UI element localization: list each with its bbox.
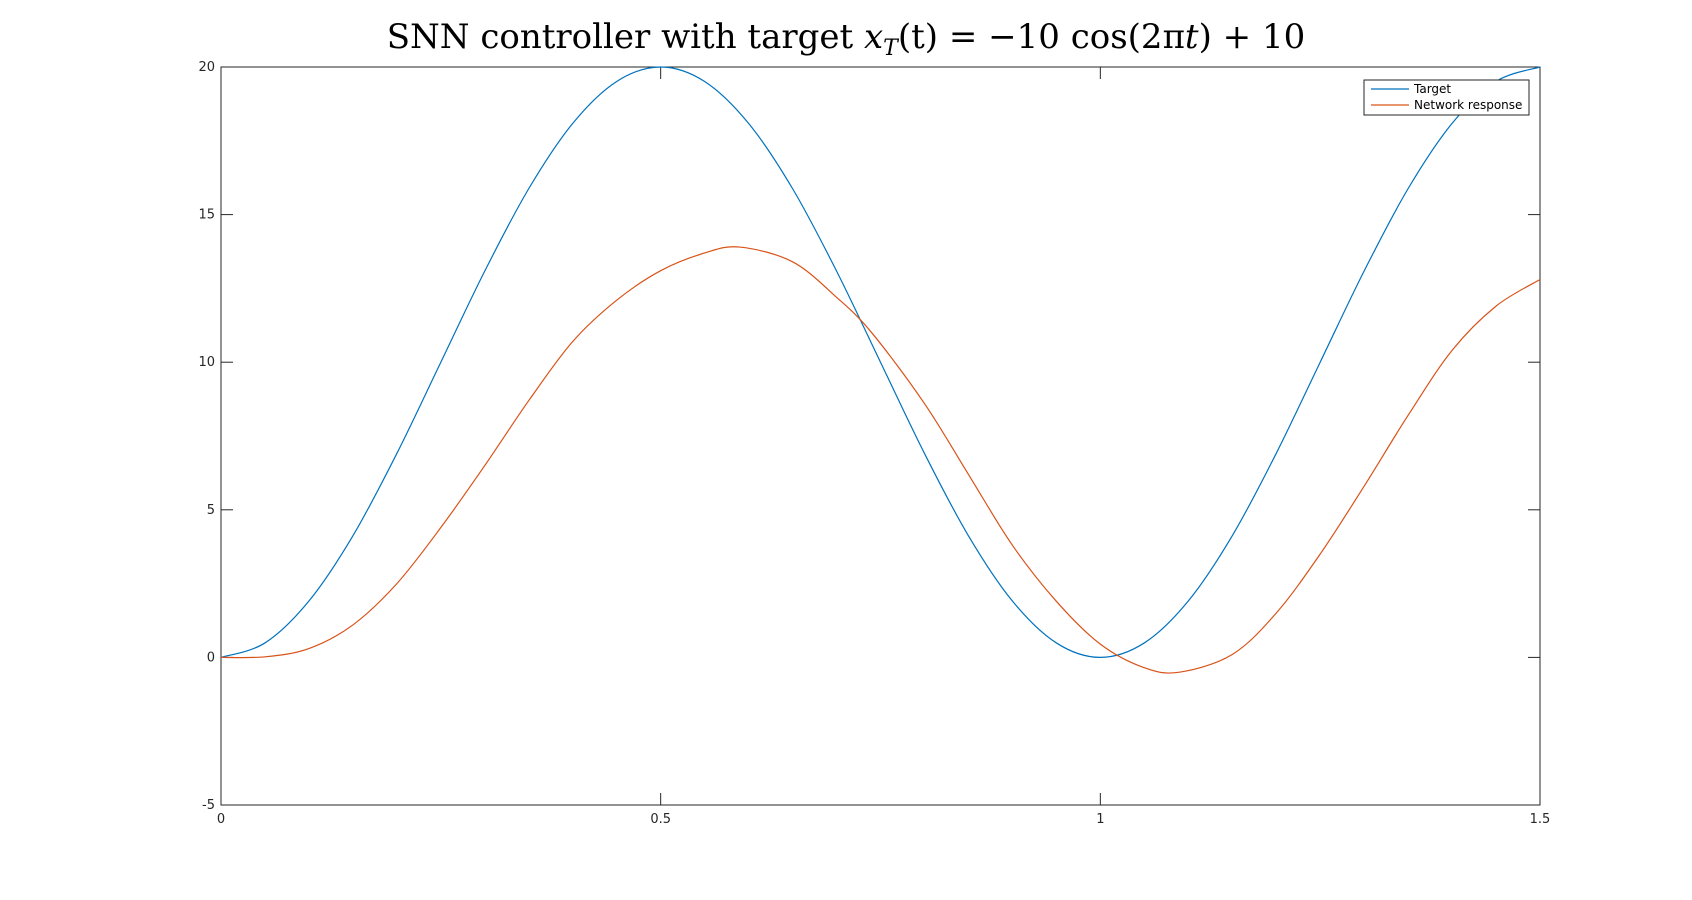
title-argument: (t) [898, 17, 938, 57]
y-tick-label: 20 [198, 60, 215, 75]
y-tick-label: 10 [198, 355, 215, 370]
y-tick-label: 5 [207, 503, 215, 518]
title-t: t [1185, 17, 1199, 57]
y-tick-label: 0 [207, 650, 215, 665]
legend-label-target: Target [1413, 82, 1451, 96]
y-tick-label: 15 [198, 208, 215, 223]
x-tick-label: 1 [1096, 812, 1104, 827]
series-layer [220, 66, 1541, 674]
title-prefix: SNN controller with target [387, 17, 864, 57]
legend-label-network-response: Network response [1414, 98, 1522, 112]
legend-box [1363, 79, 1530, 116]
plot-area [220, 66, 1541, 806]
title-subscript: T [883, 36, 900, 61]
title-equation: = −10 cos(2π [938, 17, 1185, 57]
legend: Target Network response [1363, 79, 1530, 116]
x-tick-label: 1.5 [1530, 812, 1551, 827]
x-tick-label: 0 [217, 812, 225, 827]
title-variable: x [864, 17, 883, 57]
x-tick-label: 0.5 [650, 812, 671, 827]
chart-title: SNN controller with target xT(t) = −10 c… [387, 17, 1305, 61]
series-line-network-response [220, 246, 1541, 674]
title-suffix: ) + 10 [1199, 17, 1306, 57]
y-tick-label: -5 [202, 798, 215, 813]
series-line-target [220, 66, 1541, 659]
